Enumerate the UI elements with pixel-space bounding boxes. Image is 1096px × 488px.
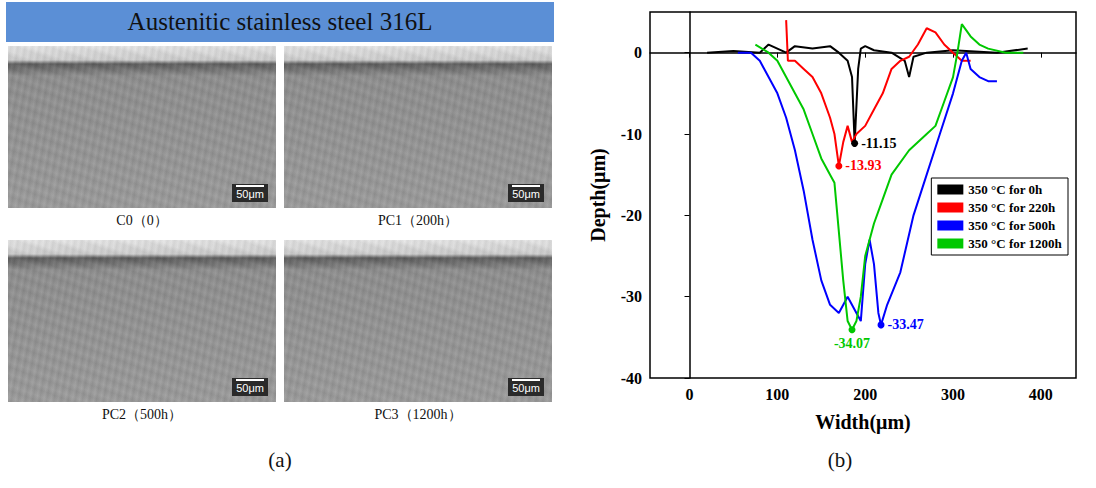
html-text:Austenitic stainless steel 316: Austenitic stainless steel 316L bbox=[127, 8, 433, 35]
svg-text:200: 200 bbox=[853, 386, 877, 403]
svg-text:0: 0 bbox=[686, 386, 694, 403]
svg-text:-13.93: -13.93 bbox=[845, 158, 881, 173]
svg-text:350 °C for 500h: 350 °C for 500h bbox=[968, 218, 1056, 233]
svg-text:400: 400 bbox=[1029, 386, 1053, 403]
html-text:50μm: 50μm bbox=[512, 188, 540, 200]
svg-text:-20: -20 bbox=[621, 207, 642, 224]
svg-text:-33.47: -33.47 bbox=[888, 317, 924, 332]
svg-text:Depth(μm): Depth(μm) bbox=[587, 148, 610, 242]
svg-text:-30: -30 bbox=[621, 288, 642, 305]
html-text:C0（0）: C0（0） bbox=[116, 213, 168, 228]
html-text:(a): (a) bbox=[268, 448, 292, 472]
svg-text:350 °C for 220h: 350 °C for 220h bbox=[968, 200, 1056, 215]
svg-text:-11.15: -11.15 bbox=[861, 136, 896, 151]
svg-text:0: 0 bbox=[634, 44, 642, 61]
html-text:PC1（200h）: PC1（200h） bbox=[377, 213, 459, 228]
svg-text:350 °C for 0h: 350 °C for 0h bbox=[968, 182, 1043, 197]
html-text:(b): (b) bbox=[827, 448, 853, 472]
svg-text:300: 300 bbox=[941, 386, 965, 403]
svg-text:350 °C for 1200h: 350 °C for 1200h bbox=[968, 236, 1062, 251]
svg-text:-34.07: -34.07 bbox=[834, 336, 870, 351]
html-text:50μm: 50μm bbox=[236, 188, 264, 200]
html-text:50μm: 50μm bbox=[512, 382, 540, 394]
html-text:PC3（1200h）: PC3（1200h） bbox=[374, 407, 462, 422]
svg-text:-40: -40 bbox=[621, 370, 642, 387]
svg-text:-10: -10 bbox=[621, 126, 642, 143]
svg-text:100: 100 bbox=[765, 386, 789, 403]
html-text:50μm: 50μm bbox=[236, 382, 264, 394]
svg-text:Width(μm): Width(μm) bbox=[815, 411, 910, 434]
html-text:PC2（500h）: PC2（500h） bbox=[101, 407, 183, 422]
